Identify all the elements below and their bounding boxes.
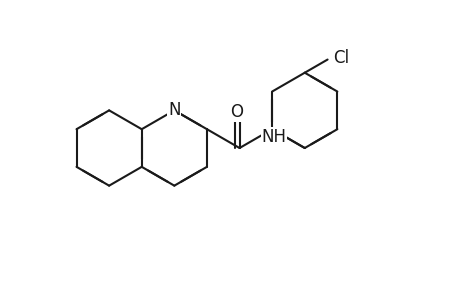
Text: Cl: Cl [333,49,349,67]
Text: O: O [230,103,242,121]
Text: N: N [168,101,180,119]
Text: NH: NH [261,128,286,146]
